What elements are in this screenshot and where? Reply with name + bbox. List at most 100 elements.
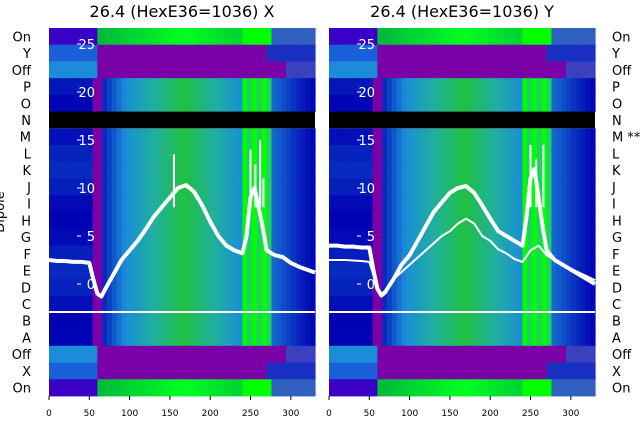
heatmap-cell	[406, 212, 412, 230]
heatmap-cell	[507, 329, 514, 347]
heatmap-cell	[329, 61, 335, 79]
heatmap-cell	[179, 245, 186, 263]
heatmap-cell	[208, 278, 215, 297]
heatmap-cell	[266, 312, 273, 330]
heatmap-cell	[575, 329, 582, 347]
heatmap-cell	[503, 329, 509, 347]
heatmap-cell	[353, 245, 359, 263]
heatmap-cell	[469, 295, 475, 313]
heatmap-cell	[546, 345, 553, 363]
heatmap-cell	[406, 44, 412, 62]
heatmap-cell	[261, 262, 268, 280]
heatmap-cell	[68, 312, 74, 330]
heatmap-cell	[102, 44, 108, 62]
heatmap-cell	[140, 329, 147, 347]
heatmap-cell	[145, 78, 152, 96]
heatmap-cell	[391, 161, 398, 179]
heatmap-cell	[213, 345, 219, 363]
heatmap-cell	[213, 128, 219, 146]
heatmap-cell	[353, 94, 359, 113]
heatmap-cell	[223, 61, 229, 79]
heatmap-cell	[310, 212, 316, 230]
heatmap-cell	[281, 278, 287, 297]
y-tick-label: 15	[78, 134, 95, 149]
heatmap-cell	[184, 345, 190, 363]
heatmap-cell	[78, 329, 84, 347]
heatmap-cell	[73, 195, 79, 213]
heatmap-cell	[126, 161, 132, 179]
heatmap-cell	[517, 345, 524, 363]
heatmap-cell	[367, 228, 374, 246]
row-label: Y	[611, 47, 620, 62]
heatmap-cell	[387, 212, 393, 230]
x-tick-label: 100	[401, 409, 418, 419]
heatmap-cell	[353, 379, 359, 397]
heatmap-cell	[179, 28, 186, 46]
heatmap-cell	[488, 262, 495, 280]
heatmap-cell	[49, 44, 55, 62]
heatmap-cell	[445, 245, 451, 263]
heatmap-cell	[252, 278, 258, 297]
heatmap-cell	[165, 312, 171, 330]
heatmap-cell	[223, 161, 229, 179]
heatmap-cell	[445, 28, 451, 46]
heatmap-cell	[440, 212, 446, 230]
heatmap-cell	[580, 178, 586, 196]
heatmap-cell	[140, 195, 147, 213]
heatmap-cell	[503, 312, 509, 330]
heatmap-cell	[227, 245, 234, 263]
heatmap-cell	[155, 212, 161, 230]
heatmap-cell	[590, 28, 596, 46]
row-label: D	[612, 281, 622, 296]
heatmap-cell	[541, 94, 548, 113]
heatmap-cell	[503, 212, 509, 230]
heatmap-cell	[49, 312, 55, 330]
heatmap-cell	[474, 278, 480, 297]
x-ticks-right: 0 50 100 150 200 250 300	[326, 396, 580, 419]
heatmap-left	[49, 28, 316, 397]
heatmap-cell	[343, 329, 349, 347]
heatmap-cell	[63, 128, 69, 146]
heatmap-cell	[223, 312, 229, 330]
heatmap-cell	[590, 44, 596, 62]
heatmap-cell	[387, 295, 393, 313]
heatmap-row	[329, 61, 596, 79]
heatmap-cell	[435, 78, 441, 96]
heatmap-cell	[116, 295, 123, 313]
heatmap-cell	[227, 161, 234, 179]
heatmap-cell	[58, 28, 65, 46]
heatmap-cell	[227, 228, 234, 246]
heatmap-cell	[507, 28, 514, 46]
heatmap-cell	[198, 94, 205, 113]
heatmap-cell	[247, 312, 253, 330]
heatmap-cell	[271, 78, 277, 96]
heatmap-cell	[536, 228, 543, 246]
heatmap-cell	[348, 329, 354, 347]
heatmap-cell	[382, 28, 388, 46]
heatmap-cell	[97, 212, 103, 230]
heatmap-cell	[107, 145, 113, 163]
heatmap-cell	[565, 362, 572, 380]
heatmap-cell	[261, 345, 268, 363]
heatmap-cell	[107, 228, 113, 246]
heatmap-cell	[82, 44, 89, 62]
heatmap-cell	[63, 212, 69, 230]
heatmap-cell	[565, 295, 572, 313]
heatmap-cell	[411, 94, 417, 113]
heatmap-cell	[102, 178, 108, 196]
heatmap-cell	[536, 145, 543, 163]
heatmap-cell	[218, 161, 224, 179]
heatmap-cell	[440, 228, 446, 246]
heatmap-cell	[382, 94, 388, 113]
heatmap-cell	[387, 128, 393, 146]
heatmap-cell	[237, 44, 244, 62]
heatmap-row	[329, 28, 596, 46]
heatmap-cell	[372, 44, 378, 62]
heatmap-cell	[73, 329, 79, 347]
heatmap-cell	[425, 278, 432, 297]
heatmap-cell	[87, 178, 94, 196]
heatmap-cell	[189, 28, 195, 46]
heatmap-cell	[585, 28, 591, 46]
heatmap-cell	[184, 278, 190, 297]
